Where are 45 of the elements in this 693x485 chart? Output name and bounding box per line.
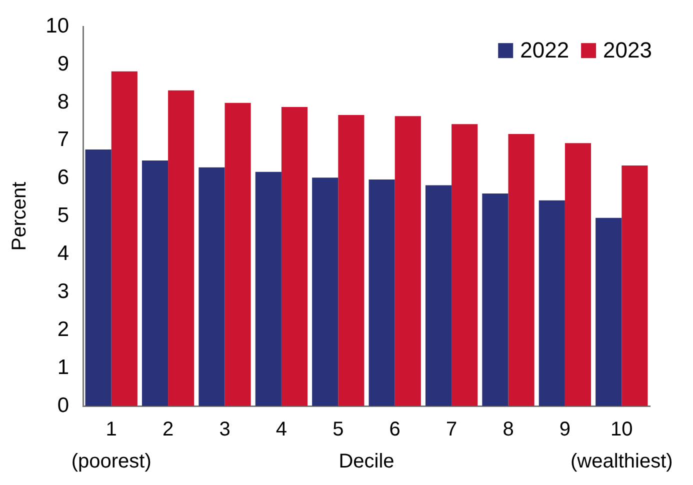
bar bbox=[482, 194, 508, 406]
bar bbox=[168, 90, 194, 406]
y-tick-label: 3 bbox=[57, 280, 69, 303]
y-tick-label: 10 bbox=[46, 14, 69, 38]
bar bbox=[425, 185, 452, 406]
bar bbox=[224, 102, 251, 406]
y-tick-label: 5 bbox=[57, 204, 69, 228]
bar bbox=[452, 124, 478, 406]
bar bbox=[255, 172, 282, 406]
bar bbox=[622, 165, 648, 406]
legend-label: 2022 bbox=[520, 38, 570, 63]
bar bbox=[394, 116, 421, 406]
x-tick-label: 2 bbox=[162, 418, 174, 441]
y-tick-label: 4 bbox=[57, 242, 70, 266]
legend-label: 2023 bbox=[603, 38, 652, 63]
bar bbox=[111, 71, 138, 406]
bar bbox=[312, 178, 338, 406]
x-tick-label: 8 bbox=[502, 418, 514, 441]
x-tick-label: 7 bbox=[446, 418, 458, 441]
x-axis-title: Decile bbox=[338, 450, 394, 473]
x-tick-label: 9 bbox=[559, 418, 571, 441]
bar bbox=[368, 180, 395, 406]
x-tick-label: 6 bbox=[389, 418, 400, 441]
x-tick-label: 10 (wealthiest) bbox=[570, 418, 673, 473]
y-tick-label: 9 bbox=[57, 52, 69, 76]
bar bbox=[596, 218, 622, 406]
x-tick-label: 5 bbox=[332, 418, 344, 441]
bar bbox=[85, 150, 112, 406]
x-tick-label: 4 bbox=[276, 418, 288, 441]
bar bbox=[142, 160, 168, 406]
bar bbox=[564, 143, 592, 406]
bar bbox=[508, 134, 534, 406]
x-tick-label: 1 (poorest) bbox=[71, 418, 152, 473]
y-tick-label: 7 bbox=[57, 128, 69, 152]
y-tick-label: 8 bbox=[57, 90, 69, 114]
x-tick-label: 3 bbox=[219, 418, 230, 441]
bar bbox=[538, 200, 565, 406]
y-tick-label: 0 bbox=[57, 394, 69, 417]
y-tick-label: 6 bbox=[57, 166, 69, 190]
y-tick-label: 1 bbox=[57, 356, 69, 379]
bar bbox=[281, 107, 308, 406]
bar bbox=[338, 115, 364, 406]
y-tick-label: 2 bbox=[57, 318, 69, 341]
y-axis-title: Percent bbox=[8, 181, 31, 251]
bar bbox=[198, 167, 225, 406]
